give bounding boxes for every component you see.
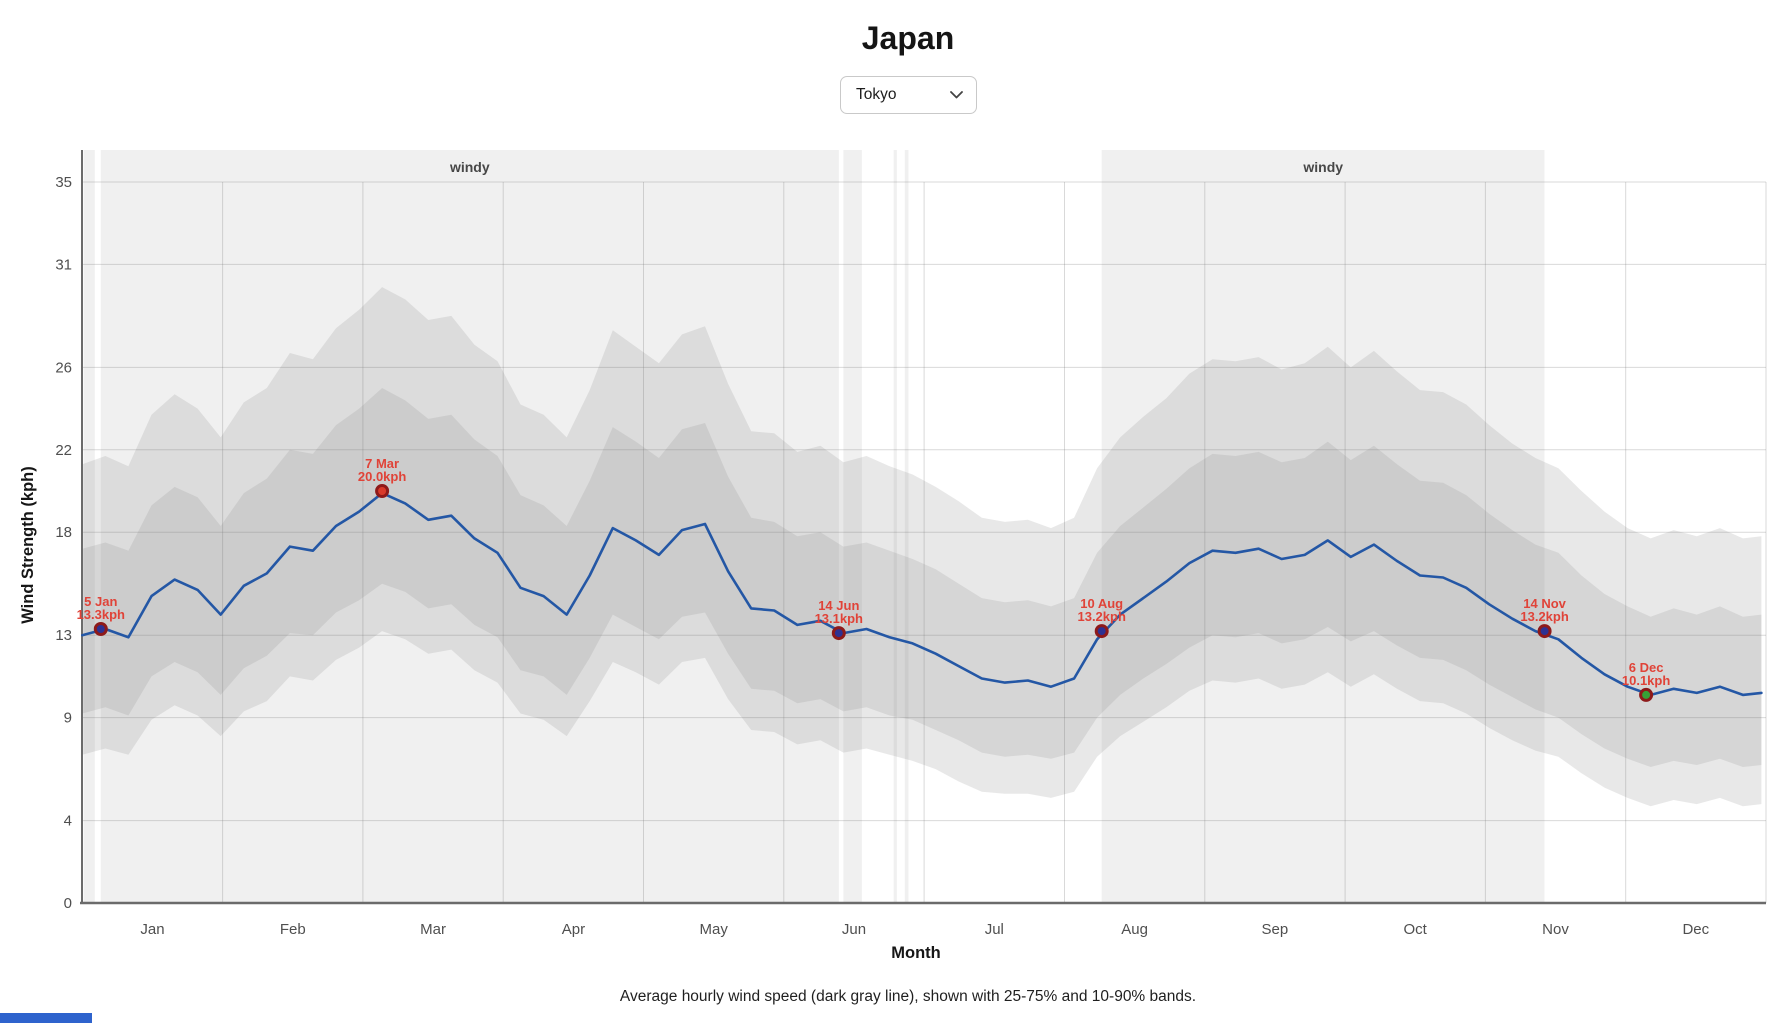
- month-label: May: [700, 921, 729, 938]
- y-tick-label: 0: [64, 895, 72, 912]
- y-tick-label: 18: [55, 524, 72, 541]
- annotation-date: 14 Nov: [1523, 596, 1566, 611]
- windy-band: [843, 150, 862, 903]
- data-point-marker: [1639, 687, 1654, 702]
- month-label: Dec: [1682, 921, 1709, 938]
- y-tick-label: 13: [55, 627, 72, 644]
- windy-band: [893, 150, 897, 903]
- month-label: Oct: [1404, 921, 1428, 938]
- annotation-date: 5 Jan: [84, 594, 117, 609]
- month-label: Sep: [1262, 921, 1289, 938]
- annotation-date: 6 Dec: [1629, 660, 1664, 675]
- month-label: Nov: [1542, 921, 1569, 938]
- data-point-marker: [375, 484, 390, 498]
- city-select[interactable]: Tokyo: [840, 76, 977, 114]
- chart-caption: Average hourly wind speed (dark gray lin…: [619, 988, 1197, 1005]
- annotation-date: 14 Jun: [818, 598, 859, 613]
- band-25-75: [82, 388, 1762, 767]
- month-label: Apr: [562, 921, 585, 938]
- percentile-bands-layer: [82, 287, 1762, 807]
- windy-band-label: windy: [1302, 159, 1343, 175]
- month-label: Aug: [1121, 921, 1148, 938]
- annotation-date: 10 Aug: [1080, 596, 1123, 611]
- x-axis-month-labels: Jan Feb Mar Apr May Jun Jul Aug Sep Oct Nov Dec: [140, 921, 1709, 938]
- windy-band: [904, 150, 909, 903]
- band-10-90: [82, 287, 1762, 807]
- windy-bands-layer: windy windy: [83, 150, 1545, 903]
- annotation-value: 13.3kph: [77, 607, 125, 622]
- y-tick-label: 26: [55, 359, 72, 376]
- month-label: Jan: [140, 921, 164, 938]
- y-axis-title: Wind Strength (kph): [19, 466, 37, 624]
- data-point-marker: [1537, 624, 1552, 639]
- annotation-value: 20.0kph: [358, 469, 406, 484]
- y-tick-label: 22: [55, 442, 72, 459]
- data-point-marker: [93, 622, 108, 636]
- annotation-value: 13.1kph: [815, 611, 863, 626]
- windy-band-label: windy: [449, 159, 490, 175]
- y-axis-ticks: 0 4 9 13 18 22 26 31 35: [55, 174, 72, 912]
- month-label: Mar: [420, 921, 446, 938]
- data-point-marker: [1094, 624, 1109, 639]
- y-tick-label: 4: [64, 813, 72, 830]
- windy-band: [83, 150, 95, 903]
- mean-line-layer: [81, 491, 1763, 697]
- month-label: Jun: [842, 921, 866, 938]
- month-label: Jul: [985, 921, 1004, 938]
- mean-wind-line: [81, 491, 1763, 697]
- annotation-value: 13.2kph: [1520, 609, 1568, 624]
- windy-band: [100, 150, 839, 903]
- city-select-value: Tokyo: [856, 86, 897, 103]
- month-label: Feb: [280, 921, 306, 938]
- annotation-value: 13.2kph: [1077, 609, 1125, 624]
- chevron-down-icon: [950, 91, 963, 99]
- y-tick-label: 35: [55, 174, 72, 191]
- horizontal-scrollbar-thumb[interactable]: [0, 1013, 92, 1023]
- annotation-value: 10.1kph: [1622, 673, 1670, 688]
- x-axis-title: Month: [891, 944, 940, 962]
- data-point-marker: [831, 626, 846, 641]
- page-title: Japan: [861, 20, 955, 56]
- windy-band: [1101, 150, 1545, 903]
- y-tick-label: 31: [55, 256, 72, 273]
- y-tick-label: 9: [64, 710, 72, 727]
- gridlines-layer: [82, 181, 1767, 903]
- annotation-date: 7 Mar: [365, 456, 399, 471]
